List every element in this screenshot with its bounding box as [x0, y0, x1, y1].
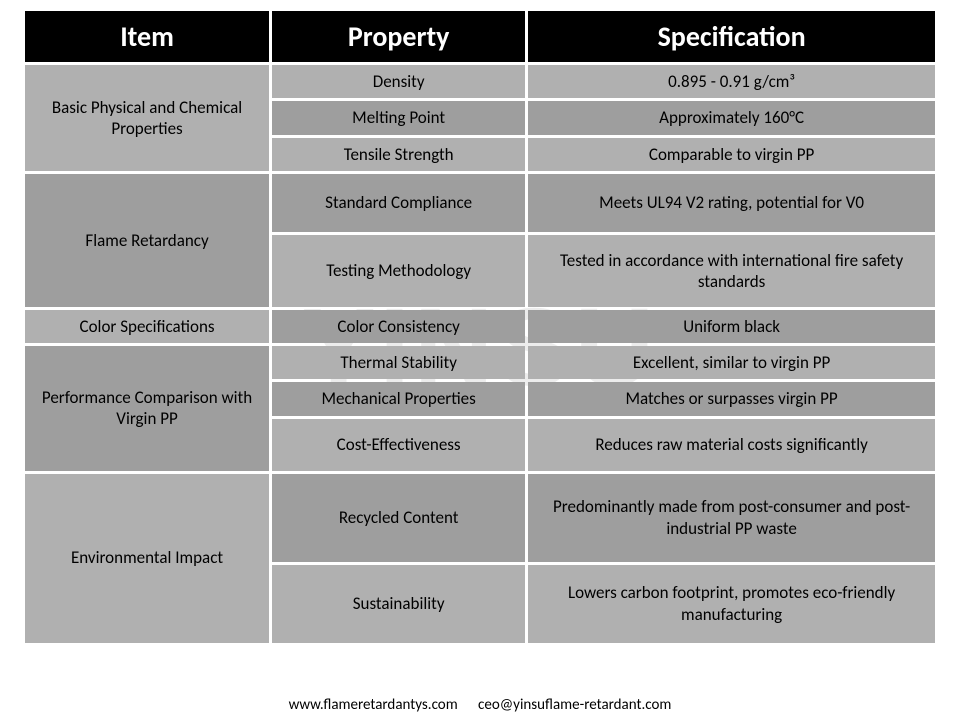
spec-table-container: Item Property Specification Basic Physic…: [22, 8, 938, 646]
property-cell: Melting Point: [272, 101, 525, 134]
spec-cell: 0.895 - 0.91 g/cm³: [528, 65, 935, 98]
header-row: Item Property Specification: [25, 11, 935, 62]
property-cell: Sustainability: [272, 565, 525, 643]
property-cell: Recycled Content: [272, 474, 525, 562]
table-row: Basic Physical and Chemical PropertiesDe…: [25, 65, 935, 98]
table-body: Basic Physical and Chemical PropertiesDe…: [25, 65, 935, 643]
spec-cell: Excellent, similar to virgin PP: [528, 346, 935, 379]
spec-cell: Matches or surpasses virgin PP: [528, 382, 935, 415]
spec-cell: Predominantly made from post-consumer an…: [528, 474, 935, 562]
table-row: Environmental ImpactRecycled ContentPred…: [25, 474, 935, 562]
property-cell: Density: [272, 65, 525, 98]
spec-cell: Reduces raw material costs significantly: [528, 419, 935, 471]
item-cell: Environmental Impact: [25, 474, 269, 643]
item-cell: Flame Retardancy: [25, 174, 269, 307]
spec-cell: Lowers carbon footprint, promotes eco-fr…: [528, 565, 935, 643]
spec-cell: Approximately 160°C: [528, 101, 935, 134]
property-cell: Cost-Effectiveness: [272, 419, 525, 471]
spec-cell: Comparable to virgin PP: [528, 138, 935, 171]
property-cell: Testing Methodology: [272, 235, 525, 307]
item-cell: Basic Physical and Chemical Properties: [25, 65, 269, 171]
property-cell: Standard Compliance: [272, 174, 525, 232]
spec-table: Item Property Specification Basic Physic…: [22, 8, 938, 646]
property-cell: Tensile Strength: [272, 138, 525, 171]
item-cell: Color Specifications: [25, 310, 269, 343]
table-row: Flame RetardancyStandard ComplianceMeets…: [25, 174, 935, 232]
table-row: Color SpecificationsColor ConsistencyUni…: [25, 310, 935, 343]
footer: www.flameretardantys.com ceo@yinsuflame-…: [0, 696, 960, 714]
spec-cell: Tested in accordance with international …: [528, 235, 935, 307]
property-cell: Color Consistency: [272, 310, 525, 343]
property-cell: Mechanical Properties: [272, 382, 525, 415]
item-cell: Performance Comparison with Virgin PP: [25, 346, 269, 471]
header-spec: Specification: [528, 11, 935, 62]
spec-cell: Uniform black: [528, 310, 935, 343]
header-property: Property: [272, 11, 525, 62]
header-item: Item: [25, 11, 269, 62]
table-row: Performance Comparison with Virgin PPThe…: [25, 346, 935, 379]
property-cell: Thermal Stability: [272, 346, 525, 379]
footer-email: ceo@yinsuflame-retardant.com: [478, 696, 671, 714]
footer-url: www.flameretardantys.com: [289, 696, 458, 714]
spec-cell: Meets UL94 V2 rating, potential for V0: [528, 174, 935, 232]
